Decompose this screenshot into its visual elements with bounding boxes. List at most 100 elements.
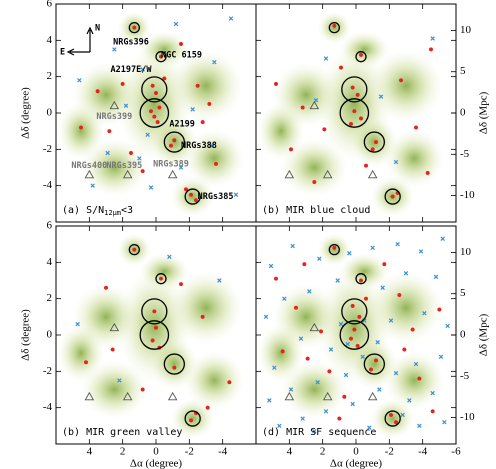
x-tick-label: -2 <box>385 446 394 458</box>
density-blob <box>339 253 390 290</box>
y2-tick-label: 10 <box>460 246 472 258</box>
cluster-circle <box>384 410 401 427</box>
cluster-circle <box>341 76 368 103</box>
red-point <box>153 325 159 330</box>
cluster-circle <box>339 320 370 350</box>
y2-tick-label: -5 <box>460 370 470 382</box>
blue-point <box>267 398 272 403</box>
blue-point <box>438 354 444 360</box>
blue-point <box>105 150 110 156</box>
points <box>273 23 435 199</box>
x-tick-label: -4 <box>218 446 228 458</box>
density-blob <box>281 360 348 419</box>
x-tick-label: -4 <box>418 446 428 458</box>
panel-label-part: (b) MIR blue cloud <box>262 205 370 216</box>
red-point <box>357 314 362 319</box>
red-point <box>342 394 347 399</box>
blue-point <box>370 245 375 251</box>
density-blob <box>171 398 215 439</box>
blue-point <box>400 412 405 418</box>
red-point <box>157 105 162 110</box>
cluster-circle <box>163 131 185 153</box>
density-blob <box>369 49 443 123</box>
blue-point <box>277 423 282 429</box>
blue-point <box>362 318 367 323</box>
blue-point <box>317 256 322 261</box>
y-tick-label: -2 <box>43 365 52 377</box>
red-point <box>312 179 317 185</box>
blue-point <box>272 365 277 370</box>
x-tick-label: 0 <box>153 446 159 458</box>
red-point <box>150 338 155 343</box>
red-point <box>148 109 154 114</box>
blue-point <box>173 21 179 27</box>
group-triangle <box>284 391 295 401</box>
panel-label-part: (b) MIR green valley <box>62 427 182 438</box>
red-point <box>152 309 157 314</box>
blue-point <box>440 236 445 241</box>
red-point <box>368 367 374 372</box>
cluster-circle <box>384 188 401 205</box>
red-point <box>205 405 210 410</box>
blue-point <box>403 271 409 276</box>
panel-label-part: (d) MIR SF sequence <box>262 427 376 438</box>
blue-point <box>112 47 117 52</box>
points <box>75 247 232 423</box>
blue-point <box>298 336 304 341</box>
density-blob <box>281 138 348 197</box>
annotation: N <box>95 24 100 34</box>
red-point <box>318 329 324 334</box>
compass-head <box>66 26 94 56</box>
red-point <box>293 305 299 310</box>
cluster-circle <box>184 188 201 205</box>
density-map <box>57 11 245 217</box>
x-tick-label: -2 <box>185 446 194 458</box>
red-point <box>158 276 164 281</box>
blue-point <box>430 36 435 41</box>
panel-label: (b) MIR blue cloud <box>262 205 370 216</box>
red-point <box>140 387 145 392</box>
blue-point <box>90 183 95 188</box>
annotation: E <box>60 48 65 58</box>
density-blob <box>139 31 190 68</box>
annotation: A2197E/W <box>111 65 153 75</box>
red-point <box>155 120 160 125</box>
annotation: A2199 <box>169 119 195 129</box>
red-point <box>350 85 355 90</box>
blue-point <box>393 370 399 376</box>
density-blob <box>57 102 105 161</box>
red-point <box>280 349 285 354</box>
group-triangle <box>309 100 320 110</box>
red-point <box>373 358 379 363</box>
blue-point <box>290 243 295 249</box>
red-point <box>437 307 442 312</box>
blue-point <box>395 241 400 247</box>
blue-point <box>442 419 447 425</box>
cluster-circle <box>155 51 167 63</box>
red-point <box>350 303 355 308</box>
blue-point <box>140 67 145 72</box>
annotation: NGC 6159 <box>161 50 202 60</box>
red-point <box>355 92 360 97</box>
annotation: NRGs396 <box>113 38 149 48</box>
density-map <box>257 233 445 439</box>
group-triangle <box>84 169 95 179</box>
red-point <box>107 129 112 134</box>
blue-point <box>338 321 344 327</box>
cluster-circle <box>155 273 167 285</box>
red-point <box>207 101 212 106</box>
red-point <box>140 169 145 174</box>
y2-tick-label: 5 <box>460 287 466 299</box>
blue-point <box>335 278 340 283</box>
panel-label: (b) MIR green valley <box>62 427 182 438</box>
blue-point <box>117 378 122 383</box>
x-tick-label: 4 <box>287 446 293 458</box>
blue-point <box>375 340 380 345</box>
y-tick-label: 6 <box>47 0 53 10</box>
blue-point <box>300 416 305 421</box>
cluster-circle <box>139 98 170 128</box>
cluster-circle <box>355 51 367 63</box>
density-blob <box>369 271 443 345</box>
blue-point <box>328 347 334 352</box>
blue-point <box>430 390 435 396</box>
